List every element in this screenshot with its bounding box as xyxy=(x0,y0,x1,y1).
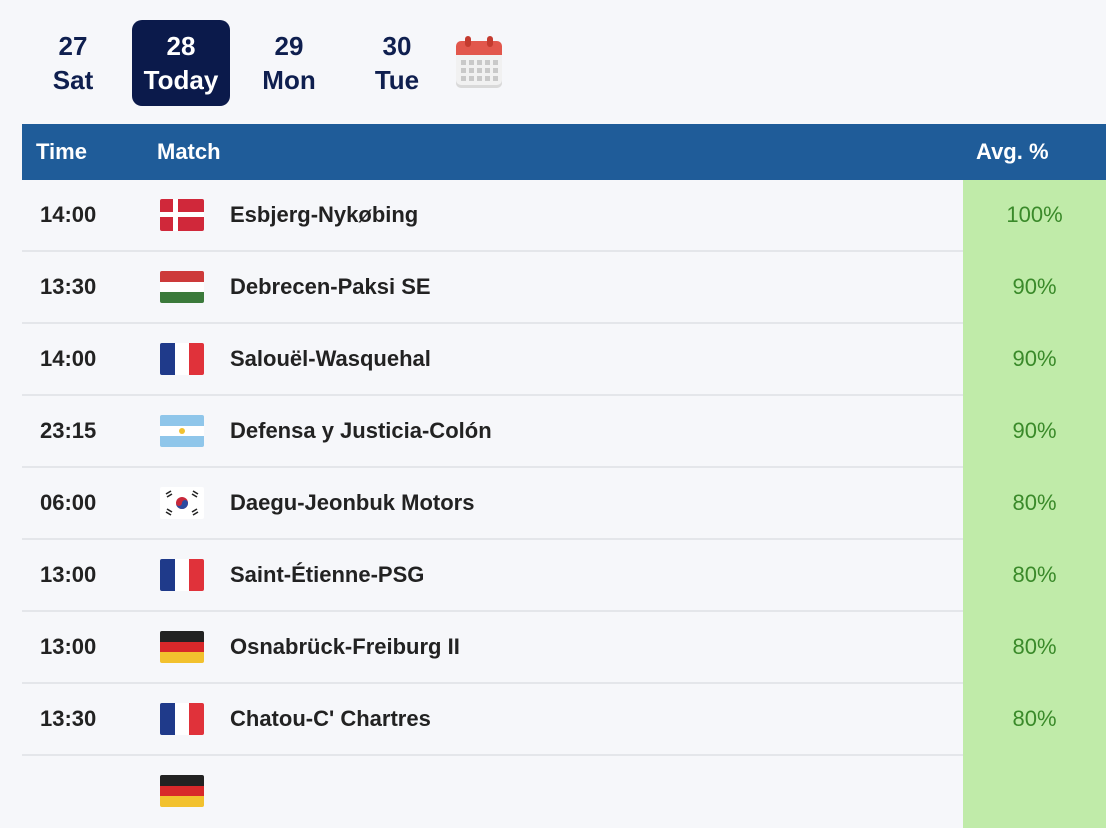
avg-percent: 80% xyxy=(963,468,1106,540)
denmark-flag-icon xyxy=(160,199,204,231)
date-tab-28-today[interactable]: 28 Today xyxy=(132,20,230,106)
match-time: 13:00 xyxy=(40,634,97,659)
avg-percent: 90% xyxy=(963,396,1106,468)
avg-percent: 100% xyxy=(963,180,1106,252)
match-time: 13:30 xyxy=(40,274,97,299)
date-tab-day: 29 xyxy=(274,31,304,61)
table-header: Time Match Avg. % xyxy=(22,124,1106,180)
table-row[interactable]: 13:00 Saint-Étienne-PSG 80% xyxy=(22,540,1106,612)
germany-flag-icon xyxy=(160,775,204,807)
date-tab-day: 27 xyxy=(58,31,88,61)
match-name[interactable]: Daegu-Jeonbuk Motors xyxy=(230,490,475,515)
match-time: 14:00 xyxy=(40,346,97,371)
match-name[interactable]: Debrecen-Paksi SE xyxy=(230,274,431,299)
date-tab-day: 30 xyxy=(382,31,412,61)
date-tab-label: Sat xyxy=(52,65,94,95)
table-row[interactable]: 23:15 Defensa y Justicia-Colón 90% xyxy=(22,396,1106,468)
hungary-flag-icon xyxy=(160,271,204,303)
match-name[interactable]: Osnabrück-Freiburg II xyxy=(230,634,460,659)
column-header-avg[interactable]: Avg. % xyxy=(976,139,1049,164)
match-name[interactable]: Esbjerg-Nykøbing xyxy=(230,202,419,227)
date-tab-label: Today xyxy=(143,65,219,95)
avg-percent: 80% xyxy=(963,612,1106,684)
match-time: 13:00 xyxy=(40,562,97,587)
match-name[interactable]: Chatou-C' Chartres xyxy=(230,706,431,731)
date-navigation: 27 Sat 28 Today 29 Mon 30 Tue xyxy=(24,20,502,106)
avg-percent: 80% xyxy=(963,540,1106,612)
table-row[interactable]: 06:00 Daegu-Jeonbuk Motors 80% xyxy=(22,468,1106,540)
date-tab-day: 28 xyxy=(166,31,196,61)
avg-percent: 90% xyxy=(963,324,1106,396)
match-name[interactable]: Defensa y Justicia-Colón xyxy=(230,418,492,443)
table-row[interactable]: 14:00 Salouël-Wasquehal 90% xyxy=(22,324,1106,396)
south-korea-flag-icon xyxy=(160,487,204,519)
calendar-icon[interactable] xyxy=(456,36,502,90)
avg-percent: 80% xyxy=(963,684,1106,756)
match-name[interactable]: Salouël-Wasquehal xyxy=(230,346,431,371)
match-time: 23:15 xyxy=(40,418,97,443)
table-row[interactable]: 14:00 Esbjerg-Nykøbing 100% xyxy=(22,180,1106,252)
argentina-flag-icon xyxy=(160,415,204,447)
france-flag-icon xyxy=(160,703,204,735)
date-tab-29[interactable]: 29 Mon xyxy=(240,20,338,106)
column-header-time[interactable]: Time xyxy=(36,139,87,164)
matches-table: Time Match Avg. % 14:00 Esbjerg-Nykøbing… xyxy=(22,124,1106,828)
germany-flag-icon xyxy=(160,631,204,663)
table-row[interactable] xyxy=(22,756,1106,828)
date-tab-27[interactable]: 27 Sat xyxy=(24,20,122,106)
match-time: 14:00 xyxy=(40,202,97,227)
france-flag-icon xyxy=(160,343,204,375)
avg-percent xyxy=(963,756,1106,828)
match-time: 13:30 xyxy=(40,706,97,731)
date-tab-label: Tue xyxy=(374,65,420,95)
column-header-match[interactable]: Match xyxy=(157,139,221,164)
table-row[interactable]: 13:30 Chatou-C' Chartres 80% xyxy=(22,684,1106,756)
match-time: 06:00 xyxy=(40,490,97,515)
table-row[interactable]: 13:00 Osnabrück-Freiburg II 80% xyxy=(22,612,1106,684)
date-tab-30[interactable]: 30 Tue xyxy=(348,20,446,106)
france-flag-icon xyxy=(160,559,204,591)
date-tab-label: Mon xyxy=(262,65,316,95)
match-name[interactable]: Saint-Étienne-PSG xyxy=(230,562,425,587)
avg-percent: 90% xyxy=(963,252,1106,324)
table-row[interactable]: 13:30 Debrecen-Paksi SE 90% xyxy=(22,252,1106,324)
